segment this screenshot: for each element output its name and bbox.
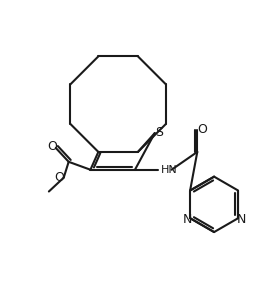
Text: HN: HN	[161, 165, 177, 175]
Text: O: O	[47, 140, 57, 153]
Text: O: O	[197, 123, 207, 136]
Text: O: O	[54, 171, 64, 184]
Text: S: S	[155, 126, 163, 139]
Text: N: N	[236, 213, 246, 226]
Text: N: N	[182, 213, 192, 226]
